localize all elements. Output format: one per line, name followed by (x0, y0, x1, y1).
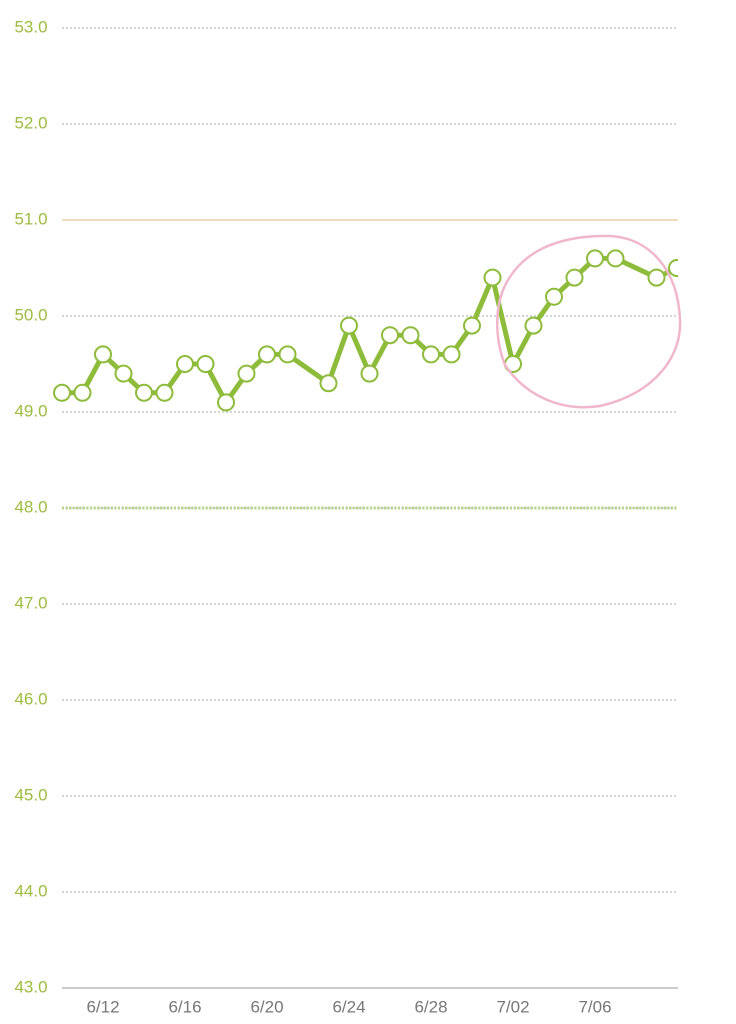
data-point (155, 383, 174, 402)
x-tick-label: 6/12 (86, 997, 119, 1016)
x-tick-label: 6/24 (332, 997, 365, 1016)
y-tick-label: 51.0 (14, 209, 47, 228)
data-point (647, 268, 666, 287)
y-tick-label: 47.0 (14, 593, 47, 612)
data-point (94, 345, 112, 364)
y-tick-label: 44.0 (14, 881, 47, 900)
data-point (217, 393, 235, 412)
y-tick-label: 53.0 (14, 17, 47, 36)
plot-area (53, 249, 678, 412)
data-point (442, 345, 461, 364)
data-point (401, 326, 420, 345)
data-point (53, 383, 71, 402)
x-tick-label: 6/20 (250, 997, 283, 1016)
data-point (381, 326, 399, 345)
data-point (545, 287, 563, 306)
data-point (114, 364, 133, 383)
data-point (606, 249, 625, 268)
data-point (360, 364, 379, 383)
annotation-circle (495, 234, 682, 409)
data-point (483, 268, 502, 287)
data-point (196, 355, 215, 373)
data-point (319, 374, 338, 393)
data-point (258, 345, 276, 364)
data-point (340, 316, 358, 335)
data-point (463, 316, 481, 335)
data-point (278, 345, 297, 364)
data-point (73, 383, 92, 402)
data-point (668, 259, 678, 277)
y-tick-label: 50.0 (14, 305, 47, 324)
y-tick-label: 43.0 (14, 977, 47, 996)
y-tick-label: 45.0 (14, 785, 47, 804)
data-point (565, 268, 584, 287)
data-point (422, 345, 440, 364)
x-tick-label: 6/28 (414, 997, 447, 1016)
x-tick-label: 7/06 (578, 997, 611, 1016)
data-point (524, 316, 543, 335)
x-tick-label: 7/02 (496, 997, 529, 1016)
data-point (135, 383, 153, 402)
data-point (586, 249, 604, 268)
y-tick-label: 52.0 (14, 113, 47, 132)
y-tick-label: 48.0 (14, 497, 47, 516)
data-point (237, 364, 256, 383)
grid (62, 27, 678, 989)
data-point (176, 355, 194, 373)
x-tick-label: 6/16 (168, 997, 201, 1016)
y-tick-label: 49.0 (14, 401, 47, 420)
y-tick-label: 46.0 (14, 689, 47, 708)
